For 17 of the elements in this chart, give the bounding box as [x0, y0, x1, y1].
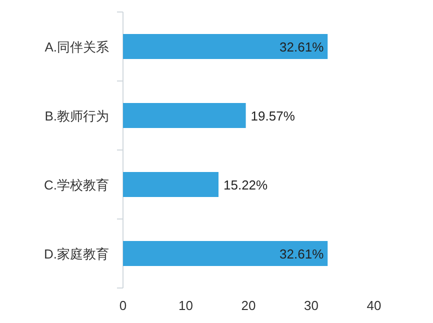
x-tick-label: 20 — [241, 298, 256, 313]
bar — [123, 34, 328, 59]
data-label: 32.61% — [280, 246, 324, 262]
x-tick-label: 30 — [304, 298, 318, 313]
data-label: 19.57% — [250, 108, 296, 124]
y-tick-label: A.同伴关系 — [44, 40, 109, 54]
y-tick-label: B.教师行为 — [44, 108, 109, 124]
bar — [123, 103, 246, 128]
data-label: 32.61% — [280, 40, 324, 54]
x-tick-label: 10 — [178, 298, 193, 313]
data-label: 15.22% — [224, 178, 268, 192]
y-tick-label: D.家庭教育 — [44, 246, 109, 262]
x-tick-label: 0 — [119, 298, 127, 313]
bar — [123, 172, 219, 197]
bar — [123, 241, 328, 266]
y-tick-label: C.学校教育 — [44, 178, 109, 192]
x-tick-label: 40 — [366, 298, 382, 313]
